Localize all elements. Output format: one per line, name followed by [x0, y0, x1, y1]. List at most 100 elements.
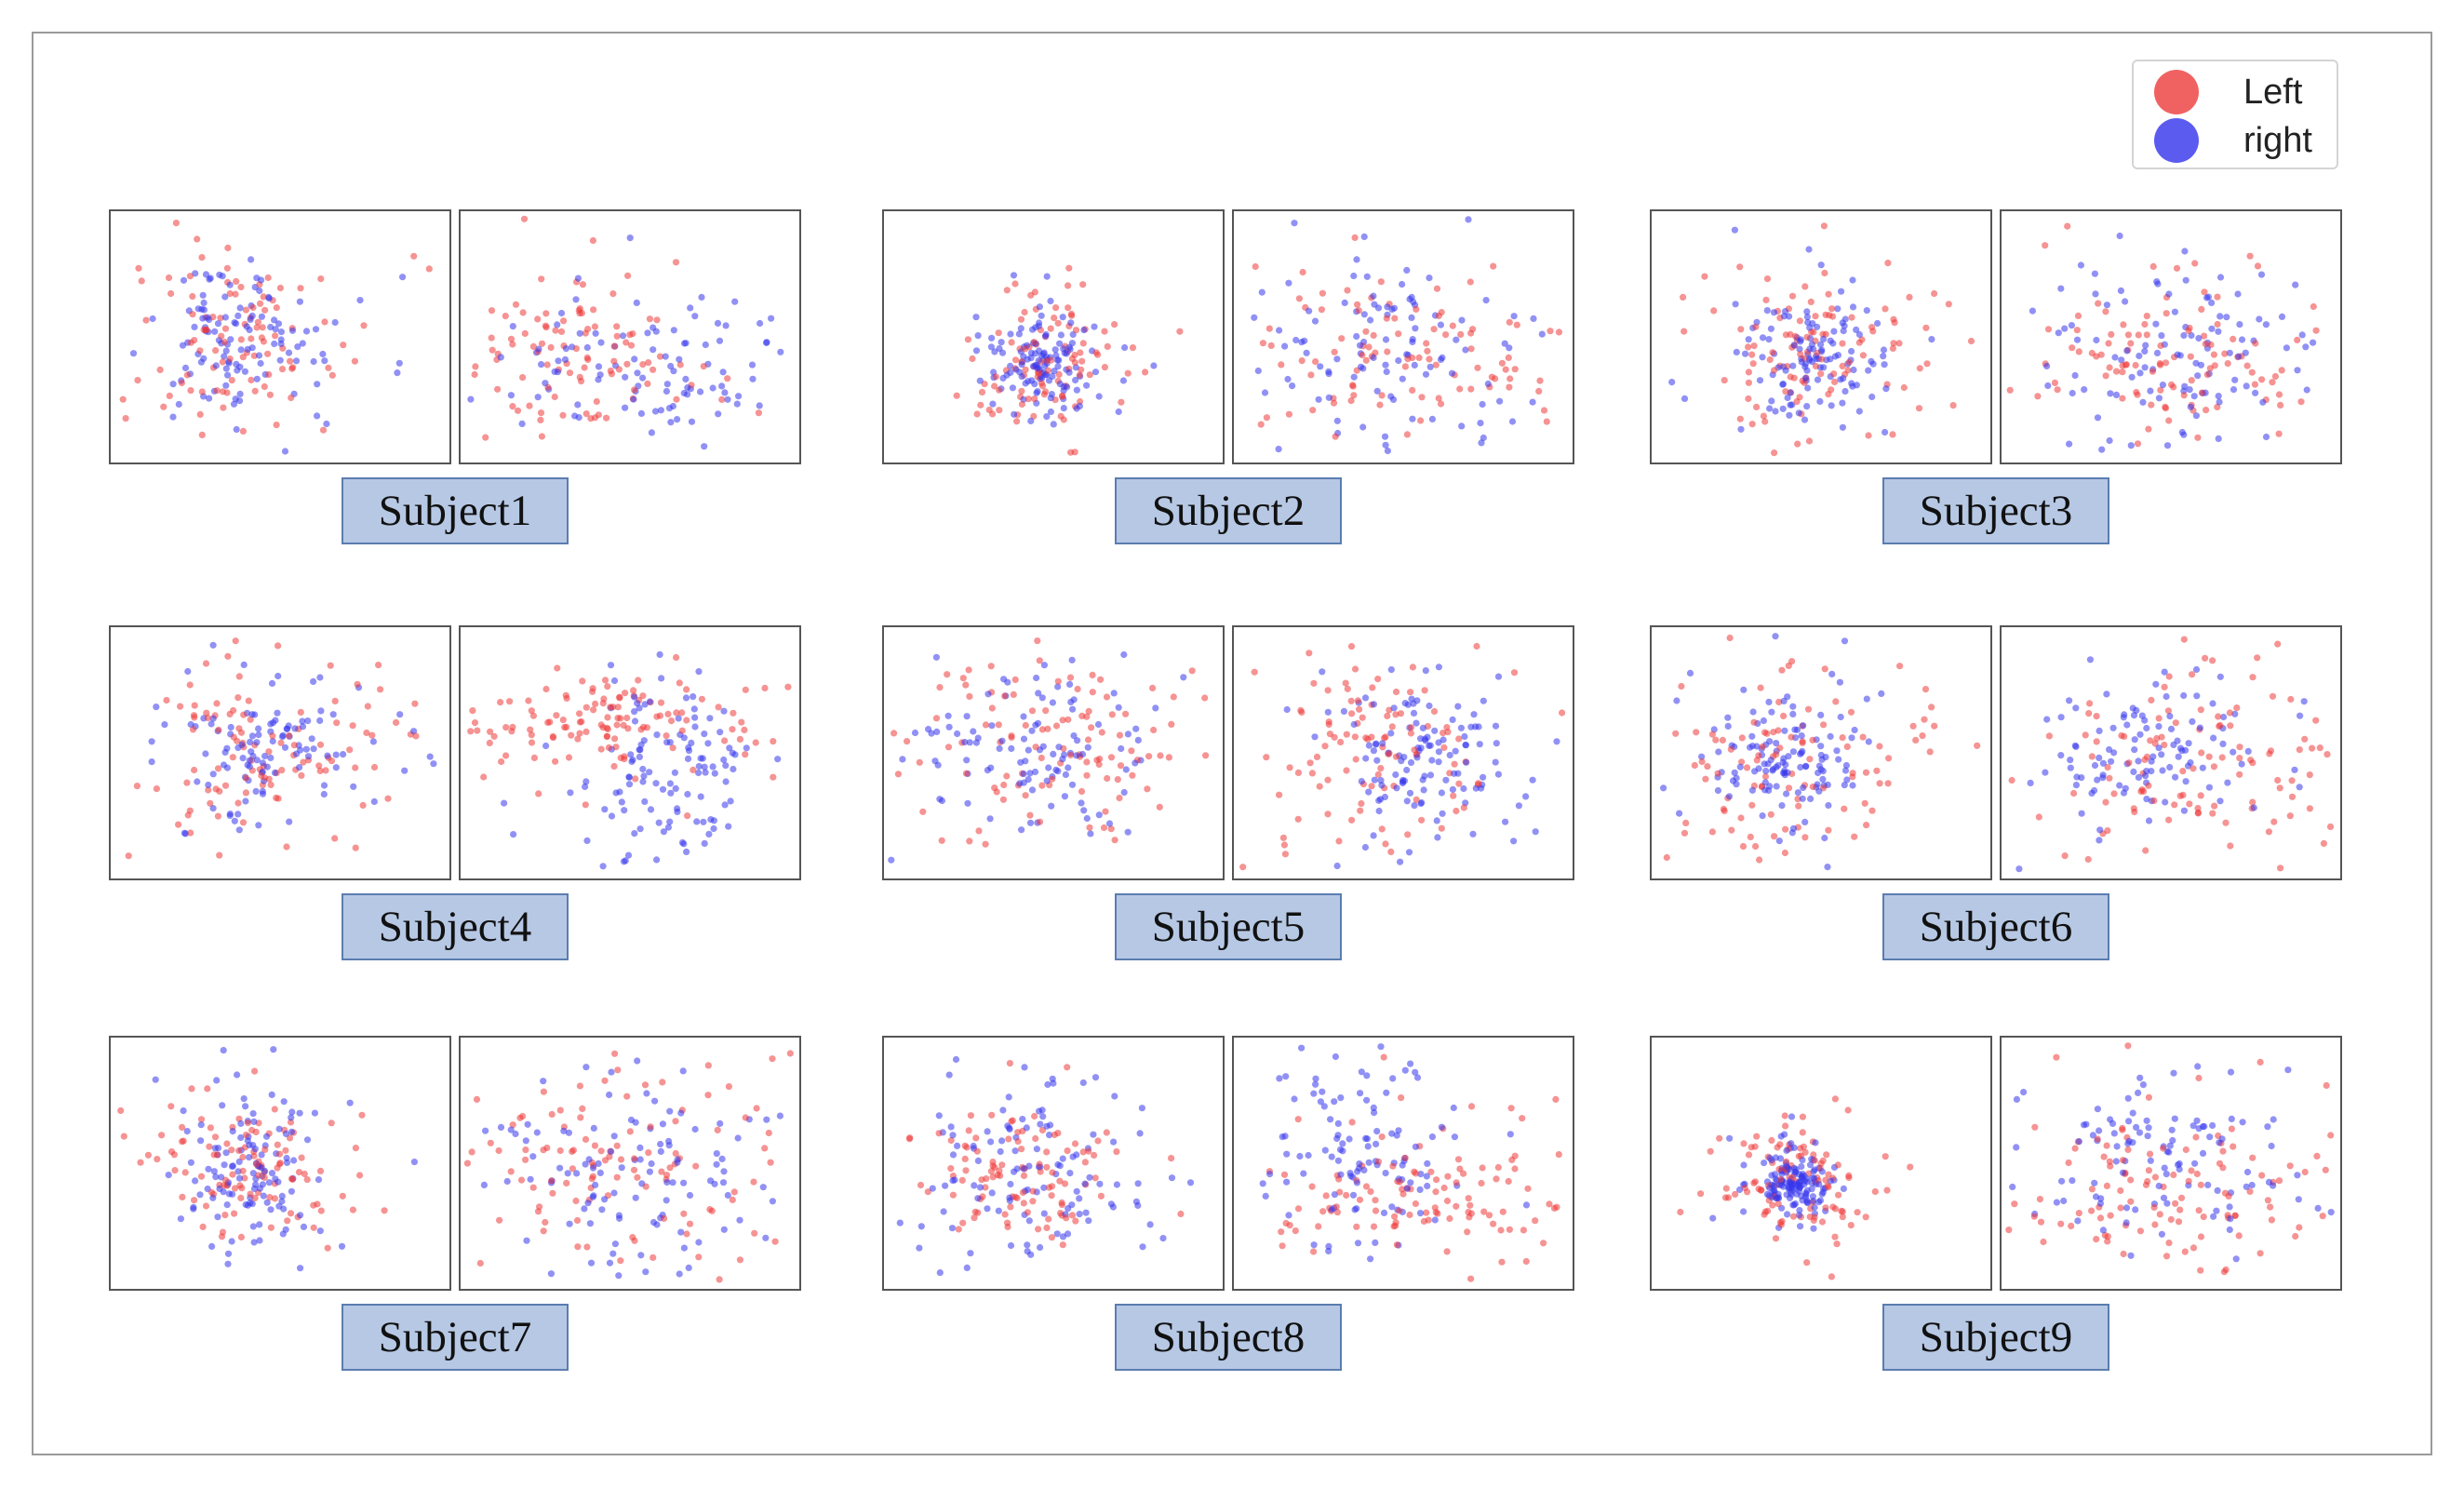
- point-right: [2300, 698, 2308, 705]
- point-right: [1033, 362, 1040, 369]
- point-left: [480, 773, 488, 781]
- point-right: [2178, 747, 2186, 755]
- point-right: [720, 707, 728, 715]
- point-left: [1308, 770, 1316, 777]
- point-left: [761, 1145, 769, 1152]
- point-left: [1707, 1147, 1714, 1155]
- point-right: [395, 359, 403, 367]
- point-right: [1043, 777, 1051, 784]
- point-left: [1285, 410, 1292, 418]
- point-right: [2082, 1120, 2090, 1128]
- point-left: [1748, 801, 1756, 809]
- point-left: [563, 723, 570, 731]
- point-left: [2082, 731, 2089, 739]
- point-left: [2045, 732, 2053, 740]
- point-left: [2236, 744, 2243, 751]
- scatter-plot: [467, 215, 784, 450]
- point-left: [300, 758, 307, 766]
- point-right: [260, 1192, 267, 1200]
- point-right: [1024, 1241, 1031, 1249]
- point-right: [1811, 1203, 1818, 1212]
- point-left: [2161, 741, 2168, 749]
- point-left: [1433, 1176, 1440, 1184]
- point-right: [1060, 405, 1067, 412]
- point-left: [610, 342, 618, 350]
- point-right: [2244, 747, 2252, 755]
- point-left: [1280, 841, 1288, 849]
- point-right: [227, 723, 234, 731]
- point-right: [1370, 354, 1377, 361]
- point-left: [1427, 1168, 1435, 1175]
- point-right: [691, 1125, 699, 1133]
- point-right: [554, 321, 561, 328]
- point-right: [1766, 738, 1774, 745]
- point-right: [1477, 420, 1484, 427]
- point-right: [710, 817, 717, 824]
- point-right: [1808, 1186, 1815, 1193]
- point-left: [1392, 711, 1399, 718]
- point-right: [1312, 1075, 1319, 1082]
- point-right: [1768, 708, 1775, 716]
- point-left: [194, 235, 201, 243]
- point-left: [197, 1116, 206, 1123]
- point-left: [2258, 1172, 2266, 1179]
- point-left: [556, 1106, 564, 1114]
- point-left: [1168, 720, 1175, 728]
- point-right: [583, 778, 590, 785]
- point-right: [2176, 1165, 2183, 1173]
- point-left: [1524, 1185, 1532, 1192]
- point-right: [2141, 717, 2149, 724]
- point-left: [489, 346, 496, 354]
- point-right: [1469, 830, 1477, 838]
- point-right: [227, 336, 234, 343]
- point-right: [1050, 750, 1057, 757]
- point-right: [684, 755, 692, 762]
- point-left: [1029, 1187, 1037, 1195]
- point-right: [262, 1133, 271, 1140]
- point-left: [2040, 1238, 2047, 1246]
- point-right: [945, 723, 953, 731]
- point-right: [1798, 732, 1805, 740]
- point-right: [1382, 1170, 1389, 1177]
- point-left: [1374, 771, 1382, 778]
- point-left: [198, 431, 206, 438]
- point-left: [1829, 1203, 1837, 1211]
- point-right: [929, 1185, 936, 1192]
- point-left: [2155, 715, 2163, 722]
- point-left: [252, 1128, 260, 1136]
- point-right: [1781, 1131, 1788, 1138]
- point-right: [323, 420, 330, 428]
- point-right: [2110, 1130, 2118, 1137]
- point-left: [643, 724, 650, 731]
- point-left: [1547, 328, 1554, 335]
- point-left: [1067, 449, 1075, 456]
- subject-label-5: Subject5: [1115, 893, 1342, 960]
- scatter-plot: [896, 1055, 1195, 1277]
- point-left: [1967, 337, 1975, 345]
- point-right: [2216, 274, 2225, 281]
- point-right: [149, 315, 156, 323]
- point-left: [1822, 1204, 1829, 1212]
- point-left: [645, 1149, 652, 1157]
- point-right: [637, 741, 645, 748]
- point-left: [938, 837, 945, 844]
- point-right: [986, 815, 994, 823]
- point-left: [1710, 307, 1718, 315]
- point-left: [251, 1067, 259, 1075]
- point-left: [1049, 775, 1056, 783]
- point-left: [1818, 1218, 1827, 1226]
- point-left: [1806, 1213, 1814, 1221]
- point-right: [584, 1200, 592, 1207]
- point-left: [1701, 273, 1708, 280]
- point-right: [1510, 838, 1518, 845]
- point-left: [250, 1152, 258, 1160]
- point-left: [1896, 663, 1904, 670]
- subject-group-4: Subject4: [109, 625, 801, 962]
- point-left: [2185, 1177, 2192, 1185]
- point-right: [1773, 1194, 1781, 1202]
- point-left: [1097, 1192, 1105, 1200]
- subject-label-9: Subject9: [1882, 1304, 2109, 1371]
- point-right: [222, 1149, 230, 1157]
- point-left: [2165, 417, 2173, 424]
- point-left: [1157, 752, 1164, 759]
